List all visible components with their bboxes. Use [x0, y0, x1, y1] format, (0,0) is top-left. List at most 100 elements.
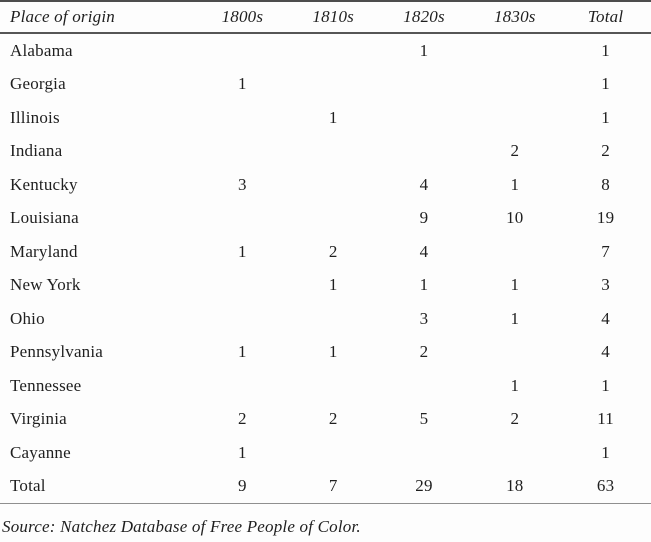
table-cell: 1 [601, 442, 610, 462]
table-cell: 1 [328, 107, 338, 127]
table-cell: 63 [596, 476, 615, 496]
table-cell [288, 202, 379, 236]
table-cell: 2 [238, 409, 247, 429]
row-label: Alabama [10, 40, 73, 60]
table-cell: 11 [597, 409, 614, 429]
row-label: Pennsylvania [10, 342, 104, 362]
table-cell: 1 [510, 275, 520, 295]
row-label: Maryland [10, 241, 78, 261]
table-cell: 1 [238, 342, 247, 362]
table-cell: 1 [510, 308, 520, 328]
table-cell: 3 [601, 275, 610, 295]
table-cell: 9 [419, 208, 429, 228]
table-cell: 29 [415, 476, 433, 496]
table-cell [197, 202, 288, 236]
table-cell [469, 68, 560, 102]
row-label: New York [10, 275, 81, 295]
table-cell: 1 [238, 74, 247, 94]
table-cell [288, 168, 379, 202]
table-cell [288, 135, 379, 169]
table-cell [379, 101, 470, 135]
table-cell [197, 369, 288, 403]
table-row-ohio: Ohio 3 1 4 [0, 302, 651, 336]
table-cell: 1 [601, 40, 610, 60]
place-of-origin-table: Place of origin 1800s 1810s 1820s 1830s … [0, 0, 651, 504]
table-cell [288, 33, 379, 68]
table-cell: 1 [238, 241, 247, 261]
table-cell: 2 [601, 141, 610, 161]
column-header-place-of-origin: Place of origin [0, 1, 197, 34]
table-cell: 3 [238, 174, 247, 194]
table-cell [379, 135, 470, 169]
table-cell: 2 [328, 409, 338, 429]
table-cell [379, 369, 470, 403]
column-header-1810s: 1810s [287, 1, 379, 34]
table-cell [469, 336, 560, 370]
table-cell [197, 135, 288, 169]
table-cell: 1 [510, 375, 520, 395]
table-row-tennessee: Tennessee 1 1 [0, 369, 651, 403]
table-cell [288, 68, 379, 102]
table-row-pennsylvania: Pennsylvania 1 1 2 4 [0, 336, 651, 370]
table-cell: 1 [238, 442, 247, 462]
row-label: Cayanne [10, 442, 71, 462]
table-cell: 1 [328, 342, 338, 362]
row-label: Louisiana [10, 208, 79, 228]
table-cell: 1 [419, 275, 429, 295]
column-header-1800s: 1800s [197, 1, 288, 34]
row-label: Kentucky [10, 174, 78, 194]
table-row-virginia: Virginia 2 2 5 2 11 [0, 403, 651, 437]
row-label: Total [10, 476, 46, 496]
table-cell [379, 68, 470, 102]
table-cell: 3 [419, 308, 429, 328]
table-cell: 8 [601, 174, 610, 194]
row-label: Tennessee [10, 375, 82, 395]
table-cell: 10 [506, 208, 524, 228]
table-cell [197, 269, 288, 303]
row-label: Illinois [10, 107, 60, 127]
table-cell: 19 [596, 208, 615, 228]
table-cell: 5 [419, 409, 429, 429]
table-cell: 1 [419, 40, 429, 60]
row-label: Ohio [10, 308, 45, 328]
table-cell: 1 [601, 107, 610, 127]
source-note: Source: Natchez Database of Free People … [2, 517, 361, 536]
table-row-georgia: Georgia 1 1 [0, 68, 651, 102]
table-cell [197, 101, 288, 135]
table-cell: 4 [601, 308, 610, 328]
column-header-total: Total [560, 1, 651, 34]
row-label: Virginia [10, 409, 67, 429]
table-cell [469, 33, 560, 68]
table-row-total: Total 9 7 29 18 63 [0, 470, 651, 504]
table-row-maryland: Maryland 1 2 4 7 [0, 235, 651, 269]
column-header-1830s: 1830s [469, 1, 561, 34]
table-cell: 1 [510, 174, 520, 194]
table-cell [288, 436, 379, 470]
table-row-louisiana: Louisiana 9 10 19 [0, 202, 651, 236]
table-cell: 7 [601, 241, 610, 261]
table-cell [197, 302, 288, 336]
table-row-illinois: Illinois 1 1 [0, 101, 651, 135]
row-label: Indiana [10, 141, 63, 161]
table-cell [288, 369, 379, 403]
table-header-row: Place of origin 1800s 1810s 1820s 1830s … [0, 1, 651, 34]
table-cell: 1 [328, 275, 338, 295]
table-cell [197, 33, 288, 68]
table-cell: 2 [510, 141, 520, 161]
table-cell: 2 [419, 342, 429, 362]
table-cell: 4 [419, 241, 429, 261]
table-cell: 9 [238, 476, 247, 496]
table-cell: 1 [601, 74, 610, 94]
table-row-cayanne: Cayanne 1 1 [0, 436, 651, 470]
table-cell: 4 [601, 342, 610, 362]
table-cell [469, 235, 560, 269]
table-cell: 1 [601, 375, 610, 395]
table-cell [288, 302, 379, 336]
table-cell: 2 [510, 409, 520, 429]
table-row-new-york: New York 1 1 1 3 [0, 269, 651, 303]
table-cell: 7 [328, 476, 338, 496]
table-cell [379, 436, 470, 470]
table-row-alabama: Alabama 1 1 [0, 33, 651, 68]
table-cell: 2 [328, 241, 338, 261]
